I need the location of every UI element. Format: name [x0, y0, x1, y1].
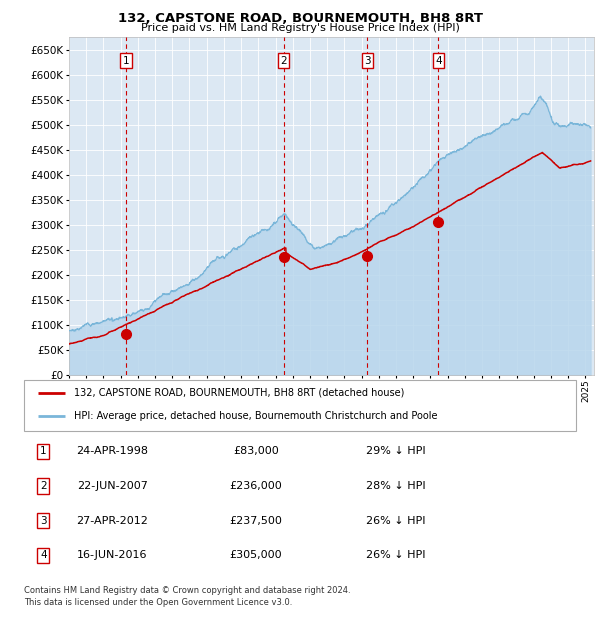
Text: 4: 4 — [40, 551, 47, 560]
Text: 132, CAPSTONE ROAD, BOURNEMOUTH, BH8 8RT (detached house): 132, CAPSTONE ROAD, BOURNEMOUTH, BH8 8RT… — [74, 388, 404, 398]
Text: Contains HM Land Registry data © Crown copyright and database right 2024.
This d: Contains HM Land Registry data © Crown c… — [24, 586, 350, 607]
Text: £236,000: £236,000 — [229, 481, 282, 491]
Text: 132, CAPSTONE ROAD, BOURNEMOUTH, BH8 8RT: 132, CAPSTONE ROAD, BOURNEMOUTH, BH8 8RT — [118, 12, 482, 25]
Text: 22-JUN-2007: 22-JUN-2007 — [77, 481, 148, 491]
Text: 24-APR-1998: 24-APR-1998 — [76, 446, 148, 456]
Text: £83,000: £83,000 — [233, 446, 279, 456]
Text: HPI: Average price, detached house, Bournemouth Christchurch and Poole: HPI: Average price, detached house, Bour… — [74, 411, 437, 421]
Text: 1: 1 — [122, 56, 129, 66]
Text: 27-APR-2012: 27-APR-2012 — [76, 516, 148, 526]
Text: 28% ↓ HPI: 28% ↓ HPI — [366, 481, 426, 491]
Text: 2: 2 — [280, 56, 287, 66]
Text: Price paid vs. HM Land Registry's House Price Index (HPI): Price paid vs. HM Land Registry's House … — [140, 23, 460, 33]
Text: 16-JUN-2016: 16-JUN-2016 — [77, 551, 148, 560]
Text: 1: 1 — [40, 446, 47, 456]
Text: £237,500: £237,500 — [229, 516, 282, 526]
FancyBboxPatch shape — [24, 380, 576, 431]
Text: 3: 3 — [40, 516, 47, 526]
Text: 3: 3 — [364, 56, 370, 66]
Text: 26% ↓ HPI: 26% ↓ HPI — [366, 516, 426, 526]
Text: 4: 4 — [435, 56, 442, 66]
Text: 26% ↓ HPI: 26% ↓ HPI — [366, 551, 426, 560]
Text: £305,000: £305,000 — [230, 551, 282, 560]
Text: 29% ↓ HPI: 29% ↓ HPI — [366, 446, 426, 456]
Text: 2: 2 — [40, 481, 47, 491]
